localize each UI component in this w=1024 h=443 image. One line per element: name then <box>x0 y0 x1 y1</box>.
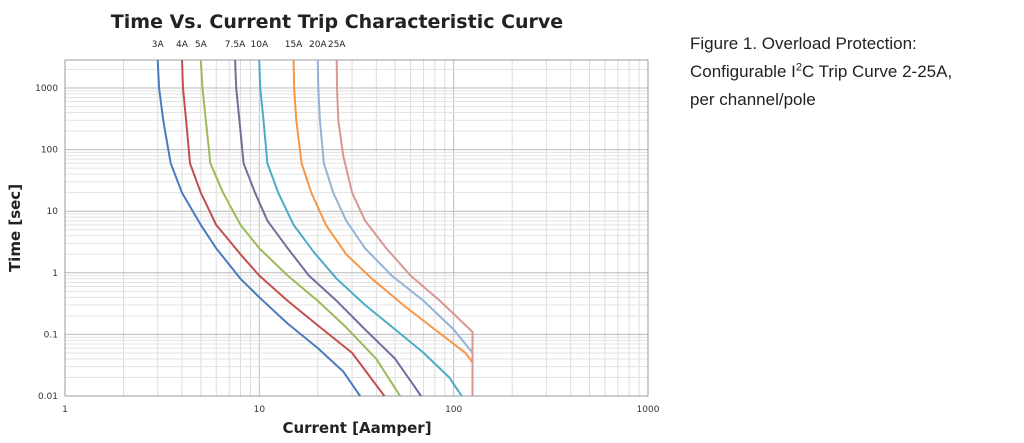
y-tick-label: 100 <box>41 146 58 156</box>
series-label-4A: 4A <box>176 40 189 50</box>
caption-line-3: per channel/pole <box>690 90 816 109</box>
x-axis-label: Current [Aamper] <box>282 419 431 437</box>
chart-title: Time Vs. Current Trip Characteristic Cur… <box>111 11 563 33</box>
series-label-7.5A: 7.5A <box>225 40 246 50</box>
caption-line-2: Configurable I2C Trip Curve 2-25A, <box>690 58 1020 86</box>
x-tick-label: 1 <box>62 405 68 415</box>
series-label-25A: 25A <box>328 40 346 50</box>
y-tick-label: 0.01 <box>38 392 58 402</box>
x-tick-label: 100 <box>445 405 462 415</box>
y-tick-labels: 1000 100 10 1 0.1 0.01 <box>35 84 58 402</box>
caption-superscript: 2 <box>795 61 802 74</box>
y-tick-label: 1 <box>52 269 58 279</box>
series-label-15A: 15A <box>285 40 303 50</box>
series-line-4A <box>181 59 386 397</box>
series-line-3A <box>156 59 361 397</box>
series-label-5A: 5A <box>195 40 208 50</box>
series-line-15A <box>292 59 474 396</box>
series-line-25A <box>335 59 474 396</box>
figure-caption: Figure 1. Overload Protection: Configura… <box>690 30 1020 114</box>
plot-frame <box>64 59 649 397</box>
caption-line-2-pre: Configurable I <box>690 62 796 81</box>
caption-line-1: Figure 1. Overload Protection: <box>690 34 917 53</box>
y-tick-label: 1000 <box>35 84 58 94</box>
caption-line-2-post: C Trip Curve 2-25A, <box>801 62 953 81</box>
series-line-5A <box>199 59 401 397</box>
x-tick-labels: 1 10 100 1000 <box>62 405 660 415</box>
series-lines <box>156 59 474 397</box>
series-label-20A: 20A <box>309 40 327 50</box>
trip-curve-chart: Time Vs. Current Trip Characteristic Cur… <box>6 11 660 437</box>
series-line-10A <box>258 59 463 397</box>
series-label-10A: 10A <box>251 40 269 50</box>
x-tick-label: 10 <box>254 405 266 415</box>
y-axis-label: Time [sec] <box>6 184 24 272</box>
x-tick-label: 1000 <box>637 405 660 415</box>
y-tick-label: 10 <box>47 207 59 217</box>
series-label-3A: 3A <box>152 40 165 50</box>
series-line-7.5A <box>234 59 422 397</box>
y-tick-label: 0.1 <box>44 330 58 340</box>
series-line-20A <box>316 59 474 396</box>
series-labels: 3A 4A 5A 7.5A 10A 15A 20A 25A <box>152 40 347 50</box>
chart-grid <box>64 60 648 397</box>
